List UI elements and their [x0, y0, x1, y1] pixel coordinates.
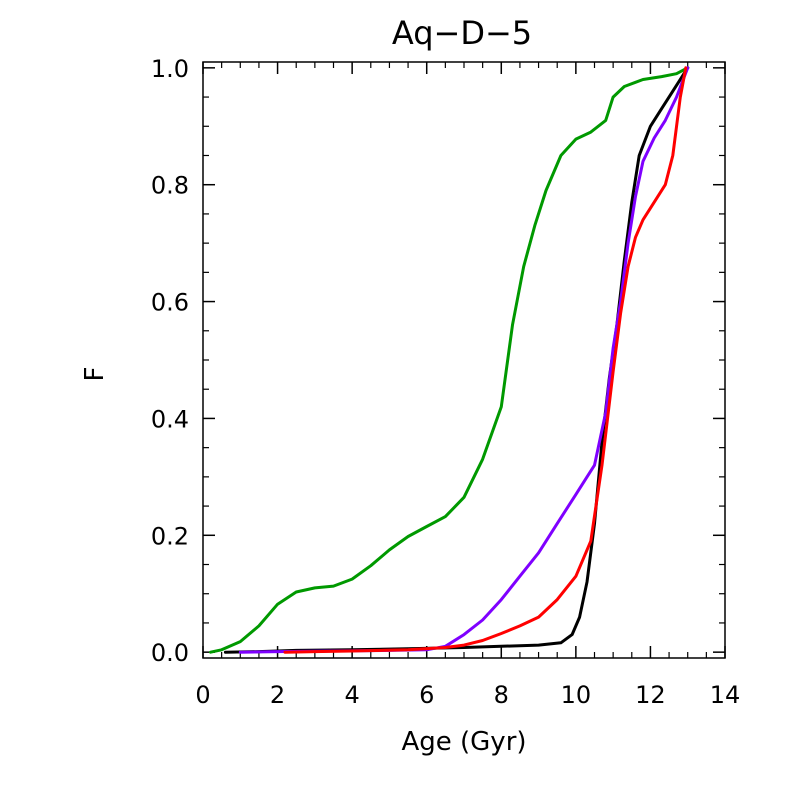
x-axis-title: Age (Gyr) [401, 727, 526, 757]
x-tick-label: 8 [494, 681, 509, 709]
x-tick-label: 12 [635, 681, 666, 709]
x-tick-label: 10 [561, 681, 592, 709]
chart-title: Aq−D−5 [392, 14, 532, 52]
series-line-black [223, 66, 690, 654]
y-tick-label: 1.0 [151, 55, 189, 83]
y-tick-label: 0.0 [151, 639, 189, 667]
y-axis-title: F [80, 367, 110, 382]
series-line-green [209, 66, 690, 654]
x-tick-label: 6 [419, 681, 434, 709]
x-tick-label: 0 [195, 681, 210, 709]
series-group [209, 66, 690, 654]
x-ticks: 0 2 4 6 8 10 12 14 [195, 62, 740, 709]
y-ticks: 0.0 0.2 0.4 0.6 0.8 1.0 [151, 55, 725, 667]
y-tick-label: 0.2 [151, 522, 189, 550]
series-line-red [283, 66, 688, 654]
series-line-purple [238, 66, 690, 654]
x-tick-label: 4 [345, 681, 360, 709]
x-tick-label: 14 [710, 681, 741, 709]
y-tick-label: 0.8 [151, 172, 189, 200]
y-tick-label: 0.6 [151, 289, 189, 317]
y-tick-label: 0.4 [151, 405, 189, 433]
x-tick-label: 2 [270, 681, 285, 709]
